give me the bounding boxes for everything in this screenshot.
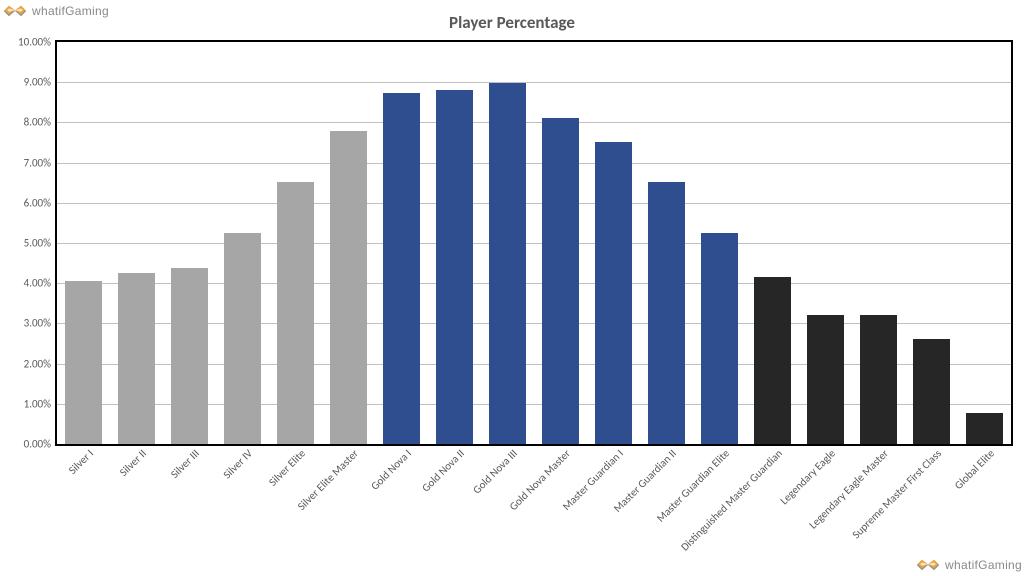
- bar-slot: Gold Nova Master: [534, 42, 587, 444]
- bar: [171, 268, 207, 444]
- bar: [118, 273, 154, 444]
- bar: [383, 93, 419, 444]
- bar: [277, 182, 313, 444]
- bar-slot: Gold Nova III: [481, 42, 534, 444]
- bar: [701, 233, 737, 444]
- y-tick-label: 5.00%: [24, 237, 51, 250]
- bar: [754, 277, 790, 444]
- bar: [913, 339, 949, 444]
- y-tick-label: 1.00%: [24, 397, 51, 410]
- bar-slot: Master Guardian II: [640, 42, 693, 444]
- bar: [807, 315, 843, 444]
- x-tick-label: Distinguished Master Guardian: [678, 447, 785, 554]
- bar: [224, 233, 260, 444]
- bar-slot: Gold Nova II: [428, 42, 481, 444]
- y-tick-label: 2.00%: [24, 357, 51, 370]
- bar-slot: Silver I: [57, 42, 110, 444]
- x-tick-label: Silver IV: [220, 447, 254, 481]
- bar-slot: Master Guardian Elite: [693, 42, 746, 444]
- bar-slot: Legendary Eagle Master: [852, 42, 905, 444]
- bar: [489, 83, 525, 444]
- bars-container: Silver ISilver IISilver IIISilver IVSilv…: [57, 42, 1011, 444]
- x-tick-label: Gold Nova II: [419, 447, 467, 495]
- x-tick-label: Silver Elite: [266, 447, 308, 489]
- plot-area: Silver ISilver IISilver IIISilver IVSilv…: [55, 40, 1013, 446]
- chart-title: Player Percentage: [0, 12, 1024, 33]
- watermark-text: whatifGaming: [945, 558, 1022, 572]
- logo-icon: [915, 556, 941, 574]
- bar-slot: Silver Elite Master: [322, 42, 375, 444]
- bar: [542, 118, 578, 444]
- watermark-text: whatifGaming: [32, 4, 109, 18]
- y-tick-label: 6.00%: [24, 196, 51, 209]
- bar-slot: Silver III: [163, 42, 216, 444]
- bar: [65, 281, 101, 444]
- bar-slot: Supreme Master First Class: [905, 42, 958, 444]
- bar: [595, 142, 631, 444]
- bar: [330, 131, 366, 444]
- watermark-top-left: whatifGaming: [2, 2, 109, 20]
- bar-slot: Distinguished Master Guardian: [746, 42, 799, 444]
- bar-slot: Master Guardian I: [587, 42, 640, 444]
- bar-slot: Silver IV: [216, 42, 269, 444]
- x-tick-label: Gold Nova I: [368, 447, 414, 493]
- y-tick-label: 9.00%: [24, 76, 51, 89]
- x-tick-label: Global Elite: [951, 447, 996, 492]
- x-tick-label: Supreme Master First Class: [849, 447, 943, 541]
- bar: [860, 315, 896, 444]
- y-tick-label: 7.00%: [24, 156, 51, 169]
- y-tick-label: 0.00%: [24, 438, 51, 451]
- y-tick-label: 4.00%: [24, 277, 51, 290]
- bar: [966, 413, 1002, 444]
- logo-icon: [2, 2, 28, 20]
- bar-slot: Silver Elite: [269, 42, 322, 444]
- watermark-bottom-right: whatifGaming: [915, 556, 1022, 574]
- y-tick-label: 8.00%: [24, 116, 51, 129]
- bar-slot: Legendary Eagle: [799, 42, 852, 444]
- bar: [436, 90, 472, 444]
- y-tick-label: 3.00%: [24, 317, 51, 330]
- bar: [648, 182, 684, 444]
- bar-slot: Silver II: [110, 42, 163, 444]
- bar-slot: Global Elite: [958, 42, 1011, 444]
- x-tick-label: Silver II: [116, 447, 148, 479]
- y-tick-label: 10.00%: [18, 36, 51, 49]
- bar-slot: Gold Nova I: [375, 42, 428, 444]
- x-tick-label: Gold Nova III: [470, 447, 520, 497]
- x-tick-label: Silver III: [168, 447, 202, 481]
- x-tick-label: Legendary Eagle: [777, 447, 837, 507]
- x-tick-label: Silver I: [65, 447, 95, 477]
